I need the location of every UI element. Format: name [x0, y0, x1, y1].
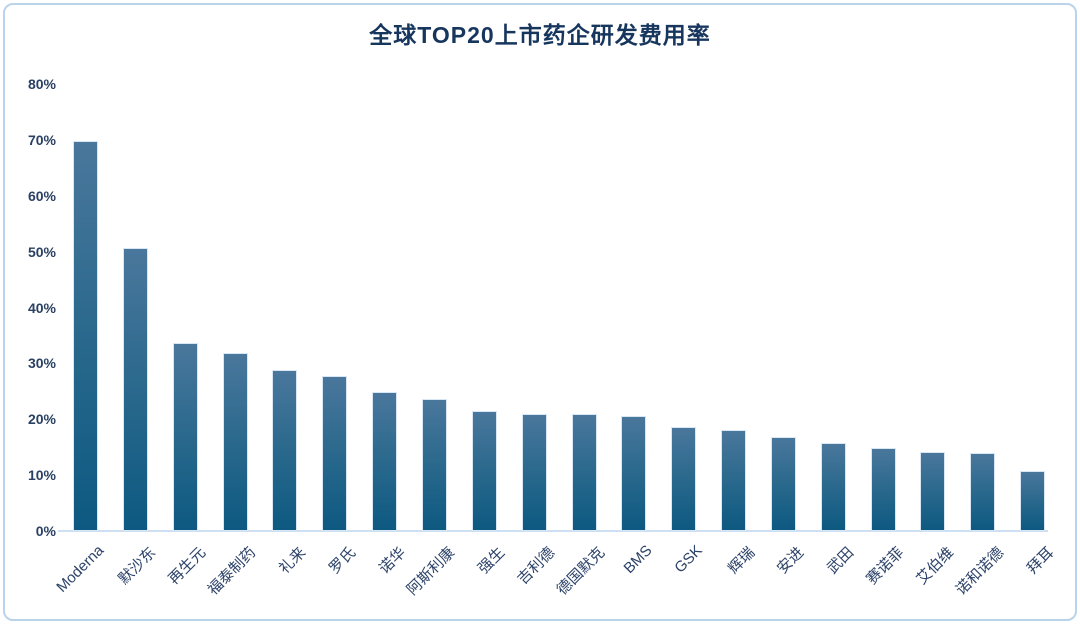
- x-tick-label: 诺和诺德: [952, 544, 1007, 599]
- bar: [621, 416, 647, 531]
- bar: [820, 442, 846, 531]
- bar: [471, 410, 497, 531]
- x-tick-label: 礼来: [275, 544, 310, 578]
- x-tick-label: 武田: [824, 544, 858, 578]
- bar: [1020, 470, 1046, 531]
- x-tick-label: 安进: [774, 544, 808, 578]
- y-tick-label: 10%: [27, 467, 56, 484]
- bar: [322, 376, 348, 531]
- y-tick-label: 60%: [27, 187, 56, 204]
- x-tick-label: 吉利德: [514, 544, 559, 588]
- y-tick-label: 70%: [27, 131, 56, 148]
- y-tick-label: 40%: [27, 299, 56, 316]
- x-tick-label: 罗氏: [325, 544, 359, 578]
- y-tick-label: 50%: [27, 243, 56, 260]
- y-tick-label: 0%: [35, 523, 56, 539]
- x-tick-label: 阿斯利康: [404, 544, 459, 599]
- bar: [671, 426, 697, 531]
- x-tick-label: 福泰制药: [204, 544, 260, 599]
- bar: [770, 437, 796, 531]
- x-tick-label: 德国默克: [553, 544, 609, 599]
- bar: [222, 353, 248, 531]
- bar: [73, 140, 98, 531]
- x-tick-label: Moderna: [53, 542, 108, 596]
- bar: [372, 391, 398, 531]
- x-tick-label: 强生: [475, 544, 509, 578]
- x-tick-label: 辉瑞: [724, 544, 758, 578]
- bar: [920, 451, 946, 531]
- bar: [721, 430, 747, 531]
- y-tick-label: 20%: [27, 411, 56, 428]
- bar: [122, 248, 148, 531]
- x-tick-label: 默沙东: [115, 544, 160, 588]
- bar: [172, 343, 198, 531]
- y-tick-label: 80%: [27, 76, 56, 92]
- bar: [421, 399, 447, 531]
- bar: [521, 413, 547, 531]
- x-tick-label: 诺华: [375, 544, 409, 578]
- x-tick-label: GSK: [671, 542, 706, 577]
- bar: [870, 447, 896, 531]
- chart-title: 全球TOP20上市药企研发费用率: [369, 22, 711, 48]
- x-tick-label: 拜耳: [1023, 544, 1057, 578]
- bar: [571, 414, 597, 531]
- x-tick-label: BMS: [620, 542, 656, 578]
- x-tick-label: 再生元: [165, 544, 210, 588]
- x-tick-label: 艾伯维: [913, 544, 958, 588]
- bar: [970, 453, 996, 531]
- x-axis-line: [58, 530, 1048, 532]
- bar: [272, 370, 298, 531]
- x-tick-label: 赛诺菲: [863, 544, 908, 588]
- y-tick-label: 30%: [27, 355, 56, 372]
